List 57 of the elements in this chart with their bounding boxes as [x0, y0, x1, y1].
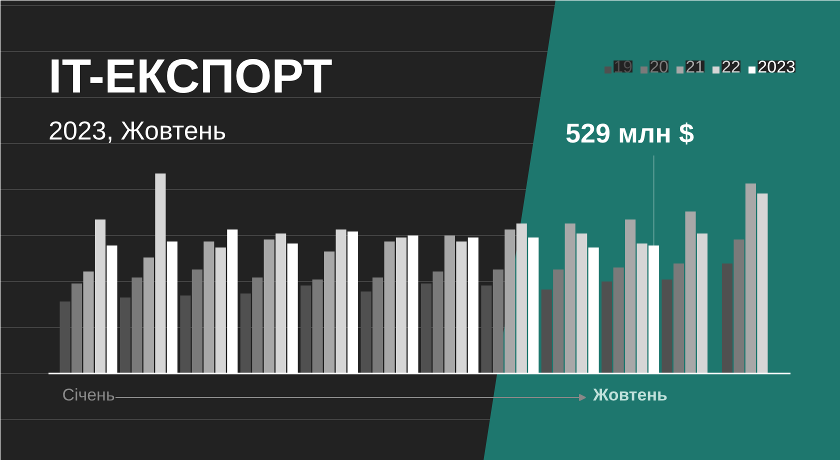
bar [143, 258, 154, 374]
bar [516, 224, 527, 374]
bar [60, 302, 70, 374]
bar [602, 282, 612, 374]
bar [120, 298, 130, 374]
bar [432, 272, 444, 374]
bar [155, 174, 166, 374]
bar [420, 284, 432, 374]
bar [132, 278, 142, 374]
bar [94, 220, 106, 374]
legend-label: 2023 [758, 58, 796, 76]
bar [696, 234, 708, 374]
text: 529 млн $ [566, 118, 694, 148]
bar [71, 284, 82, 374]
bar [300, 286, 312, 374]
bar [456, 242, 467, 374]
bar [372, 278, 384, 374]
bar [276, 234, 286, 374]
bar [252, 278, 263, 374]
bar [264, 240, 274, 374]
bar [685, 212, 696, 374]
x-tick-label: Січень [62, 386, 115, 404]
bar [576, 234, 588, 374]
bar [745, 184, 756, 374]
bar [757, 194, 768, 374]
bar [492, 270, 504, 374]
x-tick-label: Жовтень [592, 386, 668, 404]
legend-label: 22 [722, 58, 741, 76]
bar [192, 270, 202, 374]
bar [444, 236, 455, 374]
bar [722, 264, 732, 374]
bar [312, 280, 323, 374]
bar [553, 270, 564, 374]
bar [673, 264, 684, 374]
legend-label: 21 [686, 58, 705, 76]
bar [360, 292, 372, 374]
bar [662, 280, 672, 374]
bar [504, 230, 516, 374]
bar [481, 286, 492, 374]
bar [396, 238, 407, 374]
bar [384, 242, 395, 374]
chart-title: IT-ЕКСПОРТ [48, 50, 332, 104]
bar [734, 240, 744, 374]
bar [336, 230, 346, 374]
bar [180, 296, 191, 374]
legend-label: 20 [650, 58, 669, 76]
bar [636, 244, 648, 374]
bar [613, 268, 624, 374]
bar [204, 242, 214, 374]
bar [215, 248, 226, 374]
bar [541, 290, 552, 374]
chart-subtitle: 2023, Жовтень [48, 116, 226, 146]
bar [324, 252, 335, 374]
bar [625, 220, 636, 374]
bar [83, 272, 94, 374]
bar [564, 224, 576, 374]
bar [240, 294, 251, 374]
